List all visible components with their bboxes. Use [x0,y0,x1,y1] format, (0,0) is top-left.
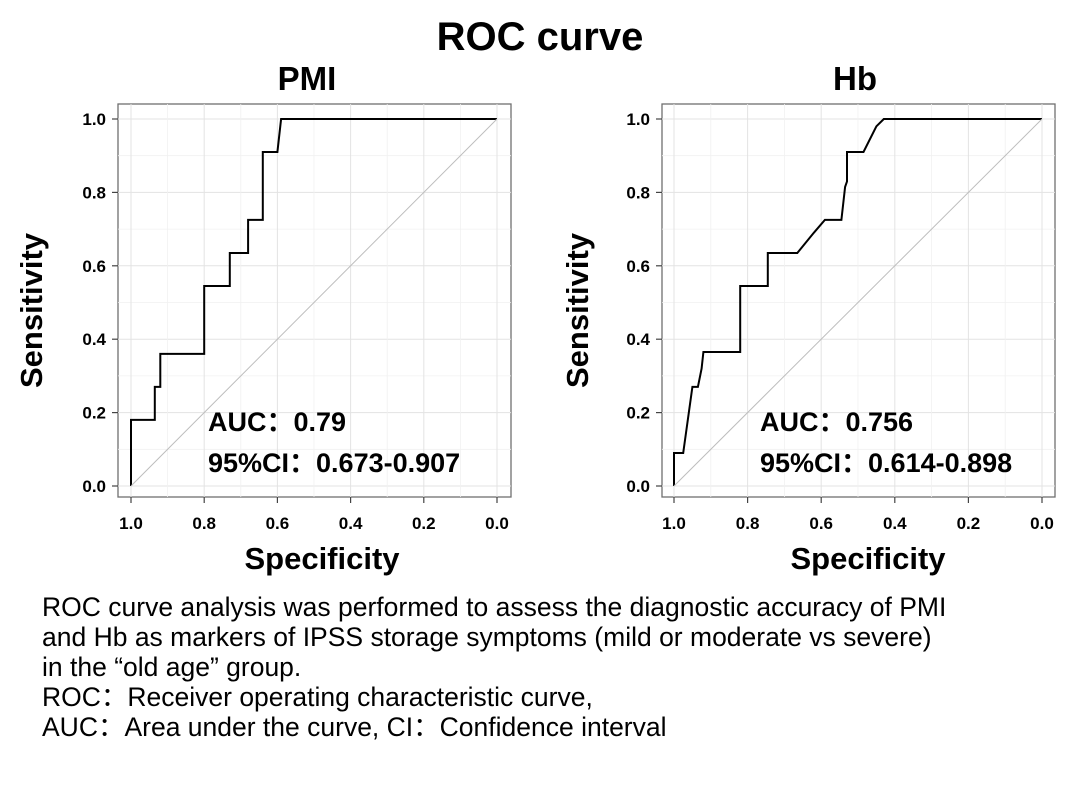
y-axis-label: Sensitivity [14,232,49,388]
roc-panel-hb: 0.0 0.2 0.4 0.6 0.8 1.0 1.0 0.8 0.6 0.4 0.2 0.0 Hb Sp… [560,60,1056,576]
y-tick-label: 0.8 [626,183,650,202]
y-tick-label: 0.2 [82,404,106,423]
x-tick-label: 0.8 [192,514,216,533]
y-tick-label: 0.0 [82,477,106,496]
y-tick-label: 0.8 [82,183,106,202]
roc-curve-line [673,118,1042,486]
figure-title: ROC curve [437,15,644,59]
figure-caption: ROC curve analysis was performed to asse… [42,592,1072,742]
plot-frame [117,103,512,498]
auc-annotation: AUC：0.79 [208,407,346,437]
x-axis-label: Specificity [790,541,946,576]
reference-diagonal-line [673,118,1043,487]
caption-line: AUC：Area under the curve, CI：Confidence … [42,712,667,742]
x-tick-label: 0.0 [485,514,509,533]
y-tick-label: 1.0 [82,110,106,129]
x-tick-label: 0.4 [339,514,363,533]
panel-title: PMI [278,60,337,97]
x-tick-label: 0.0 [1030,514,1054,533]
y-tick-label: 0.2 [626,404,650,423]
caption-line: and Hb as markers of IPSS storage sympto… [42,622,932,652]
x-tick-label: 1.0 [662,514,686,533]
y-axis-label: Sensitivity [560,232,595,388]
x-tick-label: 0.8 [736,514,760,533]
roc-figure: ROC curve 0.0 0.2 0.4 0.6 0.8 1.0 1.0 0.8 0.6 0.4… [14,15,1056,576]
y-tick-label: 0.0 [626,477,650,496]
y-tick-label: 0.4 [626,330,650,349]
roc-curve-line [130,118,497,486]
x-axis-label: Specificity [244,541,400,576]
ci-annotation: 95%CI：0.614-0.898 [760,448,1012,478]
x-tick-label: 0.2 [412,514,436,533]
plot-frame [661,103,1056,498]
y-tick-label: 0.6 [626,257,650,276]
x-tick-label: 0.6 [809,514,833,533]
roc-panel-pmi: 0.0 0.2 0.4 0.6 0.8 1.0 1.0 0.8 0.6 0.4 0.2 0.0 PMI S… [14,60,512,576]
auc-annotation: AUC：0.756 [760,407,913,437]
caption-line: in the “old age” group. [42,652,302,682]
x-tick-label: 0.4 [883,514,907,533]
x-tick-label: 0.2 [957,514,981,533]
panel-title: Hb [833,60,877,97]
x-tick-label: 0.6 [266,514,290,533]
y-tick-label: 0.6 [82,257,106,276]
caption-line: ROC curve analysis was performed to asse… [42,592,947,622]
y-tick-label: 0.4 [82,330,106,349]
caption-line: ROC：Receiver operating characteristic cu… [42,682,593,712]
x-tick-label: 1.0 [119,514,143,533]
y-tick-label: 1.0 [626,110,650,129]
reference-diagonal-line [130,118,498,487]
ci-annotation: 95%CI：0.673-0.907 [208,448,460,478]
